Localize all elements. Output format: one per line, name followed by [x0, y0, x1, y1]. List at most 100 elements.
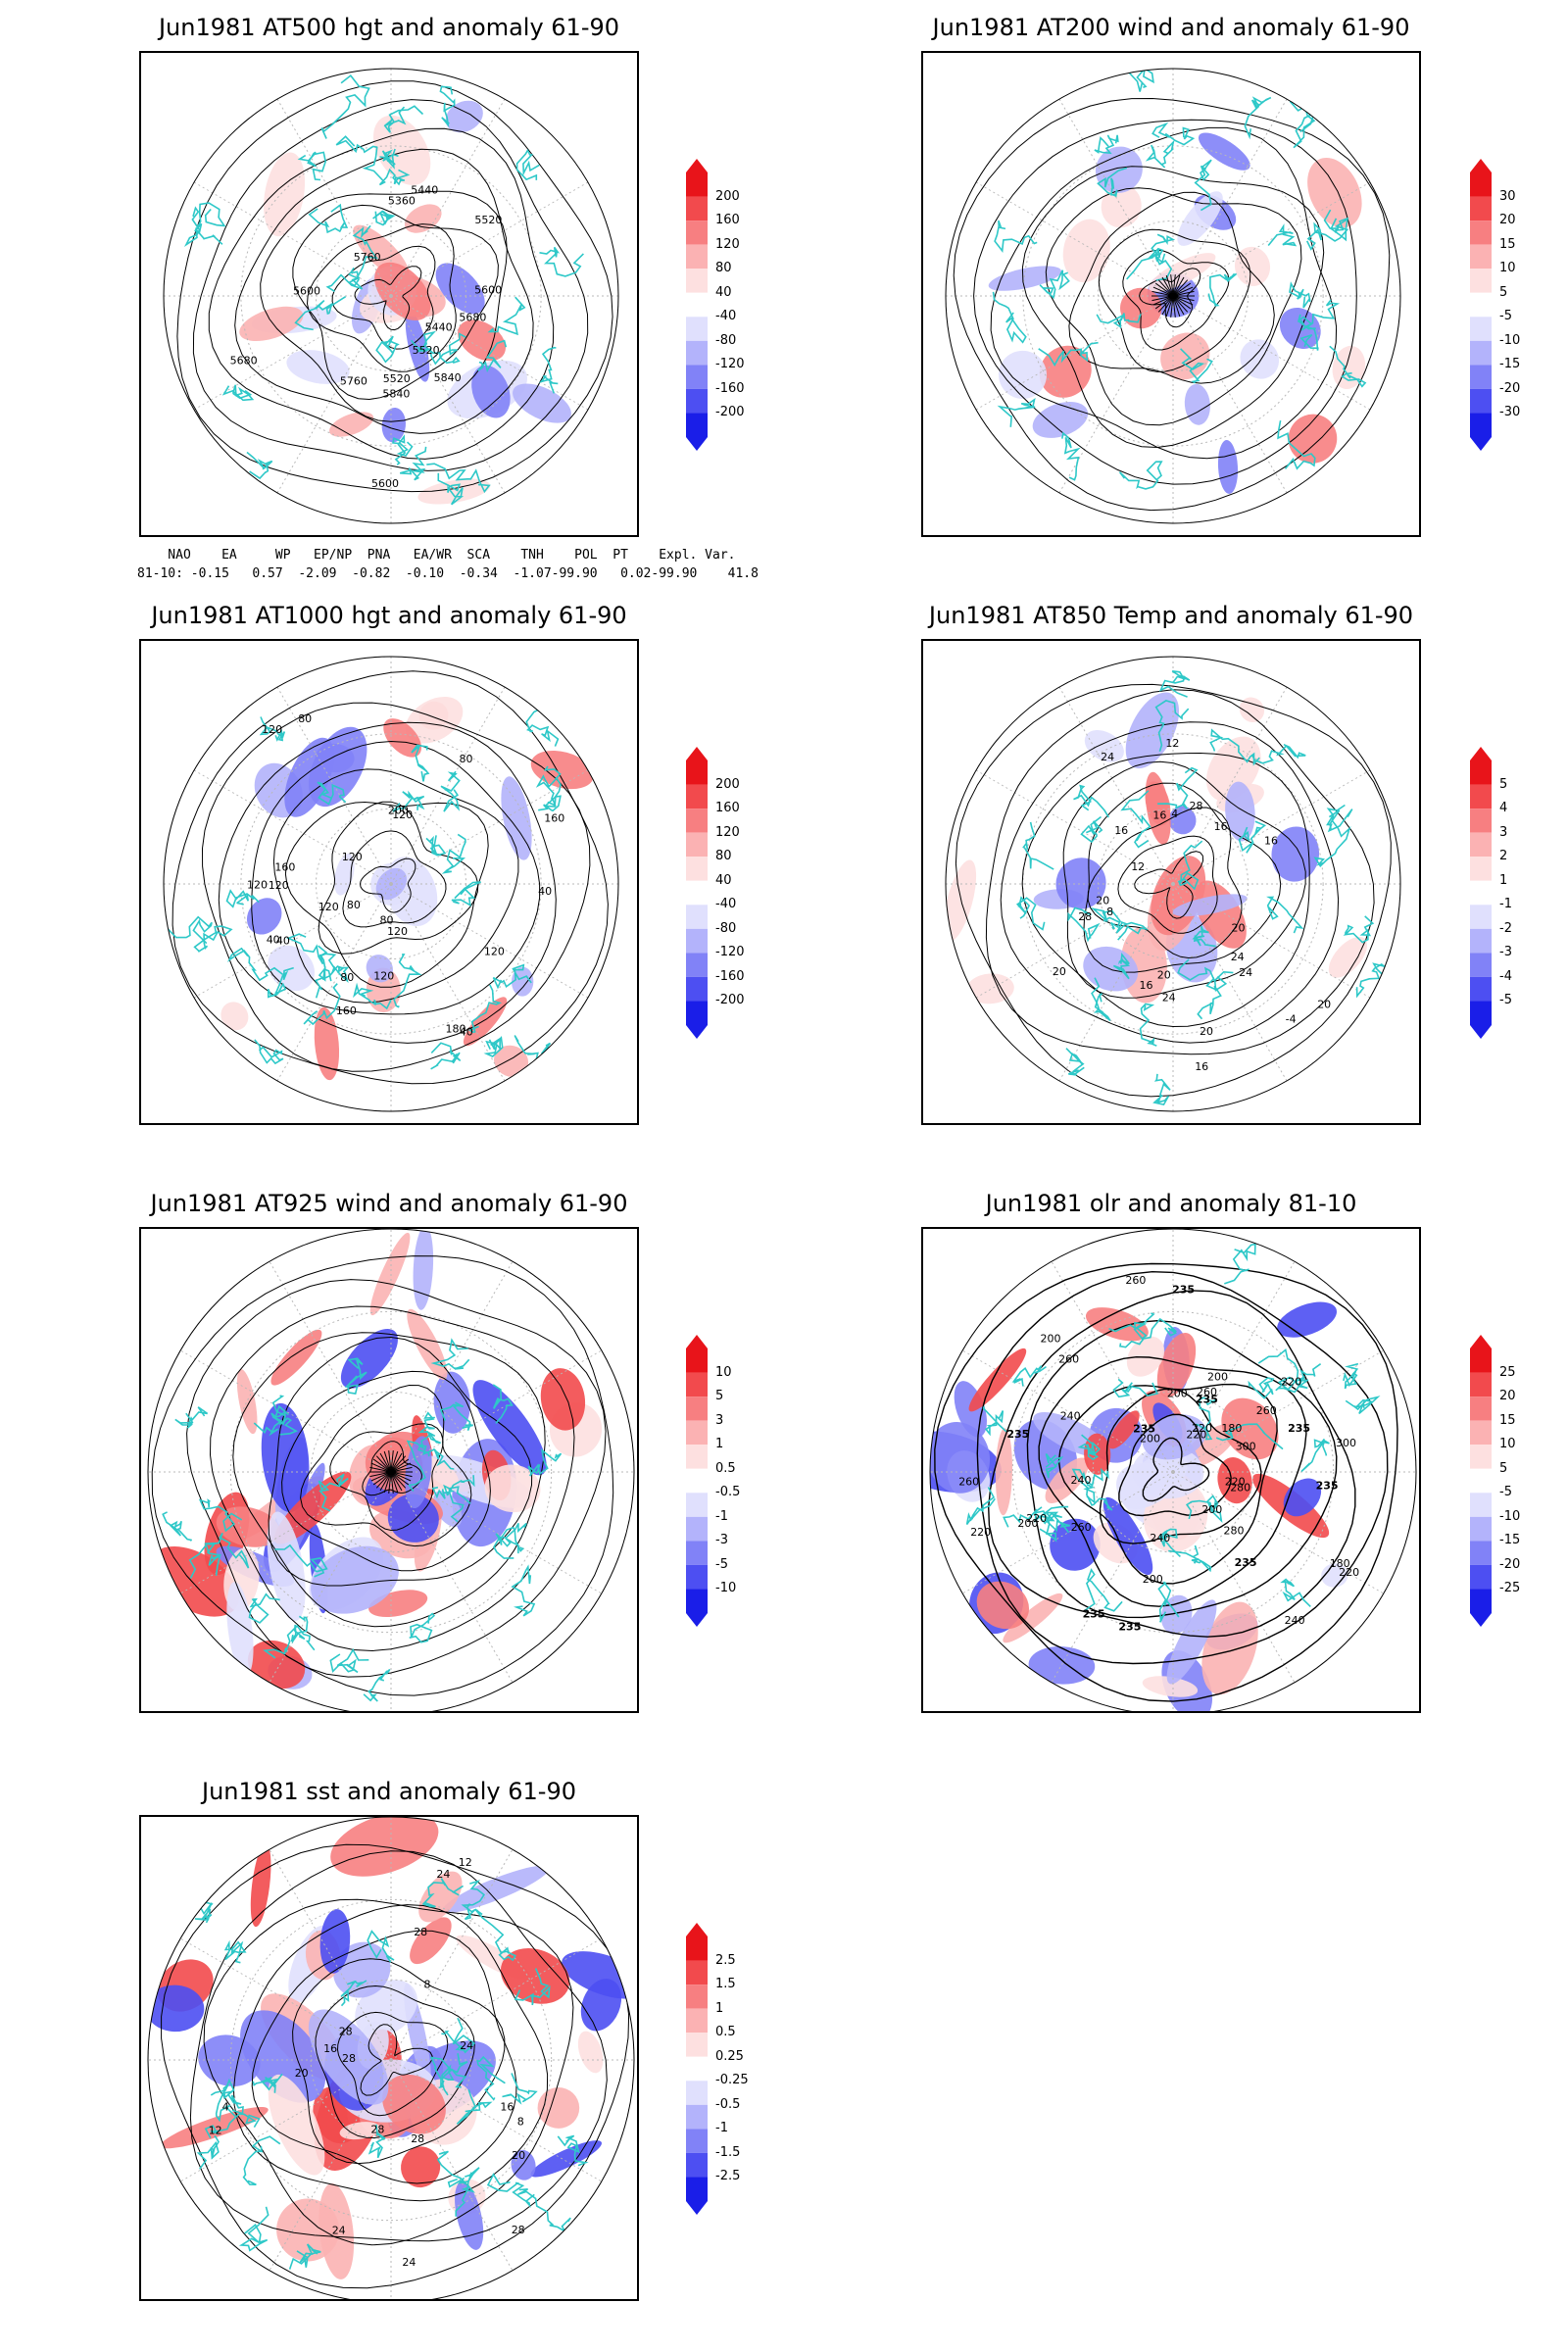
- polar-map: 1201202001601208040801201608040120120401…: [163, 656, 619, 1112]
- contour-label: 120: [392, 808, 413, 821]
- coastline: [483, 1035, 504, 1057]
- streamline: [370, 1462, 392, 1473]
- coastline: [263, 1624, 316, 1659]
- colorbar-segment: [1470, 784, 1492, 809]
- streamline: [379, 1471, 392, 1492]
- colorbar-segment: [686, 1420, 708, 1446]
- streamline: [383, 1450, 392, 1473]
- anomaly-shading: [463, 997, 508, 1047]
- anomaly-shading: [1032, 401, 1089, 438]
- contour-line: [1142, 1437, 1210, 1502]
- colorbar-label: -5: [1499, 993, 1512, 1008]
- contour-label: 260: [1058, 1352, 1079, 1365]
- colorbar-segment: [1470, 1564, 1492, 1590]
- colorbar-label: -15: [1499, 357, 1521, 372]
- meridian-line: [276, 98, 392, 297]
- meridian-line: [975, 883, 1174, 999]
- contour-label: 5520: [474, 214, 502, 226]
- streamline: [372, 1471, 392, 1486]
- meridian-line: [1051, 1471, 1174, 1684]
- coastline: [325, 267, 364, 293]
- coastline: [183, 206, 223, 248]
- panel-title: Jun1981 AT500 hgt and anomaly 61-90: [158, 14, 620, 41]
- coastline: [474, 1908, 516, 1962]
- coastline: [238, 2206, 270, 2252]
- anomaly-shading: [1239, 697, 1265, 723]
- coastline: [204, 1532, 250, 1569]
- coastline: [1355, 962, 1389, 999]
- colorbar-label: -5: [1499, 309, 1512, 324]
- colorbar-segment: [1470, 880, 1492, 906]
- contour-line: [331, 245, 436, 350]
- streamline: [1157, 279, 1174, 297]
- meridian-line: [390, 1260, 514, 1473]
- contour-label: 120: [342, 851, 363, 863]
- colorbar-segment: [686, 1516, 708, 1542]
- streamline: [1172, 295, 1185, 316]
- colorbar-segment: [1470, 832, 1492, 858]
- contour-label: 235: [1083, 1608, 1105, 1621]
- streamline: [1172, 295, 1189, 313]
- streamline: [1172, 282, 1192, 297]
- coastline: [1326, 804, 1353, 833]
- contour-label: 28: [1078, 910, 1092, 923]
- anomaly-shading: [270, 1329, 322, 1386]
- colorbar-label: 200: [715, 188, 740, 204]
- colorbar-segment: [686, 1541, 708, 1565]
- contour-label: 20: [1200, 1025, 1213, 1038]
- coastline: [1073, 784, 1109, 818]
- colorbar-label: 2.5: [715, 1952, 736, 1968]
- colorbar-segment: [686, 880, 708, 906]
- anomaly-shading: [433, 1371, 470, 1434]
- contour-label: 120: [262, 723, 282, 736]
- streamline: [390, 1471, 399, 1494]
- contour-label: 5360: [388, 194, 416, 207]
- colorbar-label: 5: [715, 1389, 724, 1404]
- coastline: [455, 2167, 480, 2217]
- contour-label: 20: [512, 2149, 525, 2162]
- meridian-line: [193, 769, 392, 885]
- coastline: [353, 982, 392, 1010]
- map-frame: 5600 5520 5440 5600 5520 5440 5360 5520 5600 5680…: [139, 51, 639, 537]
- coastline: [1090, 906, 1121, 930]
- coastline: [1084, 1568, 1123, 1612]
- colorbar-label: 30: [1499, 188, 1516, 204]
- streamline: [390, 1462, 412, 1473]
- streamline: [390, 1452, 403, 1473]
- coastline: [1266, 896, 1304, 934]
- streamline: [390, 1471, 403, 1492]
- coastline: [378, 168, 411, 186]
- map-boundary: [163, 68, 619, 524]
- contour-label: 120: [269, 879, 289, 892]
- coastline: [1071, 1468, 1113, 1511]
- colorbar-label: 10: [1499, 1437, 1516, 1452]
- contour-label: 16: [1264, 835, 1278, 848]
- colorbar-label: 10: [1499, 261, 1516, 276]
- meridian-line: [390, 1471, 603, 1594]
- colorbar-segment: [1470, 292, 1492, 318]
- meridian-line: [193, 883, 392, 999]
- colorbar-label: 15: [1499, 236, 1516, 252]
- colorbar-segment: [686, 1468, 708, 1494]
- colorbar-segment: [686, 1445, 708, 1469]
- coastline: [1224, 1243, 1256, 1285]
- anomaly-shading: [404, 204, 442, 233]
- contour-label: 120: [373, 970, 394, 983]
- streamline: [375, 1455, 392, 1473]
- contour-label: 260: [1071, 1521, 1092, 1534]
- meridian-line: [1058, 295, 1174, 494]
- colorbar-segment: [1470, 976, 1492, 1002]
- meridian-line: [269, 1260, 392, 1473]
- colorbar-segment: [686, 1564, 708, 1590]
- colorbar-label: -25: [1499, 1581, 1521, 1596]
- streamline: [1170, 295, 1174, 318]
- meridian-line: [1172, 769, 1371, 885]
- contour-label: 180: [1330, 1557, 1350, 1570]
- anomaly-shading: [577, 2031, 604, 2074]
- colorbar-segment: [686, 172, 708, 197]
- colorbar-label: -15: [1499, 1533, 1521, 1548]
- colorbar-label: 2: [1499, 849, 1508, 864]
- streamline: [390, 1471, 407, 1489]
- anomaly-shading: [1201, 1601, 1258, 1695]
- meridian-line: [390, 1848, 514, 2061]
